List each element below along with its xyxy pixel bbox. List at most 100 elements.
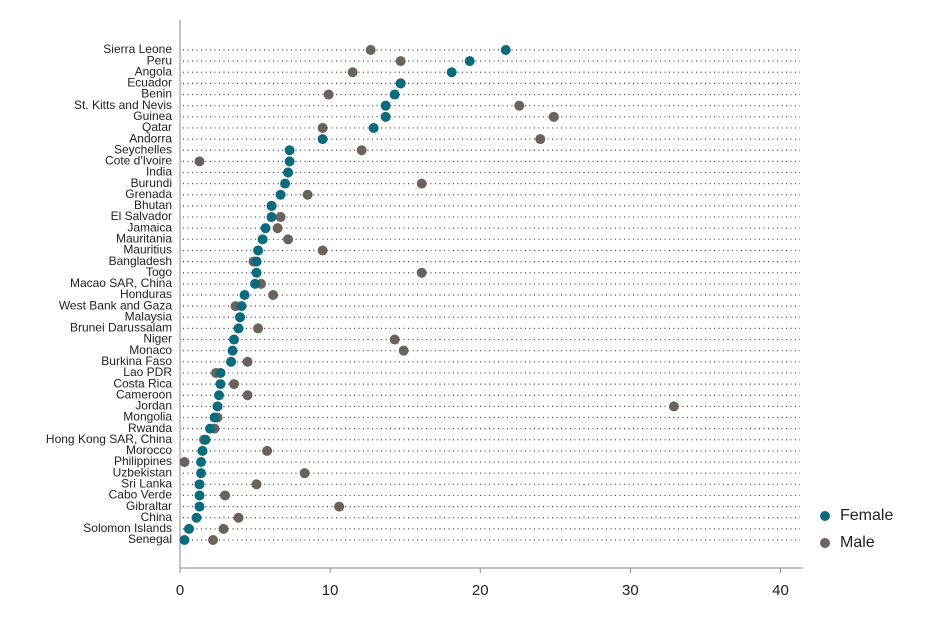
dot [209, 412, 220, 423]
y-tick-label: Seychelles [114, 142, 172, 156]
dot [239, 290, 250, 300]
y-tick-label: Hong Kong SAR, China [46, 432, 172, 446]
dot [500, 45, 511, 55]
y-tick-label: Gibraltar [126, 499, 172, 513]
dot [194, 501, 205, 512]
dot [184, 523, 195, 534]
dot [260, 223, 271, 234]
dot [233, 512, 244, 523]
dot [275, 189, 286, 200]
dot [347, 67, 358, 78]
y-tick-label: Qatar [142, 120, 172, 134]
dot [253, 245, 264, 256]
y-tick-label: Mongolia [123, 410, 172, 424]
dot [283, 167, 294, 178]
y-tick-label: Grenada [125, 187, 172, 201]
dot [235, 312, 246, 323]
dot [535, 134, 546, 145]
y-tick-label: Angola [135, 64, 173, 78]
dot [229, 334, 240, 345]
y-tick-label: Niger [143, 332, 172, 346]
dot [236, 301, 247, 312]
y-tick-label: Honduras [120, 287, 172, 301]
y-tick-label: Guinea [133, 109, 172, 123]
dot [218, 523, 229, 534]
x-tick-label: 40 [772, 582, 789, 599]
y-tick-label: India [146, 165, 172, 179]
dot [514, 100, 525, 111]
y-tick-label: Togo [146, 265, 172, 279]
dot [251, 256, 262, 267]
dot [416, 267, 427, 278]
y-tick-label: Peru [147, 53, 172, 67]
y-tick-label: Uzbekistan [113, 465, 172, 479]
dot [253, 323, 264, 334]
legend-label: Female [840, 507, 893, 524]
y-tick-label: Solomon Islands [83, 521, 172, 535]
dot [208, 535, 219, 545]
y-tick-label: Macao SAR, China [70, 276, 172, 290]
dot [227, 345, 238, 356]
dot [257, 234, 268, 245]
y-tick-label: Jordan [135, 399, 172, 413]
y-tick-label: Malaysia [125, 309, 173, 323]
dot [668, 401, 679, 412]
dot [262, 445, 273, 456]
dot [284, 145, 295, 156]
dot [389, 334, 400, 345]
dot [242, 356, 253, 367]
dot [242, 390, 253, 401]
y-tick-label: Bangladesh [109, 254, 172, 268]
y-tick-label: Cameroon [116, 387, 172, 401]
x-tick-label: 20 [472, 582, 489, 599]
dot [398, 345, 409, 356]
y-tick-label: Sierra Leone [103, 42, 172, 56]
y-tick-label: China [141, 510, 173, 524]
dot [334, 501, 345, 512]
dot [317, 134, 328, 145]
dot [272, 223, 283, 234]
y-tick-label: West Bank and Gaza [59, 298, 173, 312]
x-tick-label: 0 [176, 582, 184, 599]
dot [380, 111, 391, 122]
y-tick-label: Andorra [129, 131, 172, 145]
y-tick-label: Monaco [129, 343, 172, 357]
dot [200, 434, 211, 445]
dot [268, 290, 279, 300]
dot [179, 535, 190, 545]
dot [302, 189, 313, 200]
dot [266, 200, 277, 211]
dot [365, 45, 376, 55]
y-tick-label: Philippines [114, 454, 172, 468]
dot [194, 156, 205, 167]
y-tick-label: Senegal [128, 532, 172, 546]
y-tick-label: Benin [141, 87, 172, 101]
dot [250, 278, 261, 289]
dot [194, 490, 205, 501]
dot [196, 468, 207, 479]
y-tick-label: Brunei Darussalam [70, 321, 172, 335]
dot [284, 156, 295, 167]
dot [323, 89, 334, 100]
y-tick-label: Burundi [131, 176, 172, 190]
dot [266, 212, 277, 223]
dot [548, 111, 559, 122]
dot [191, 512, 202, 523]
dot [395, 56, 406, 67]
dot [220, 490, 231, 501]
legend-marker [820, 511, 830, 521]
x-tick-label: 30 [622, 582, 639, 599]
dot [205, 423, 216, 434]
dot [283, 234, 294, 245]
y-tick-label: Costa Rica [113, 376, 172, 390]
x-tick-label: 10 [322, 582, 339, 599]
dot [280, 178, 291, 189]
dot [194, 479, 205, 490]
dot [389, 89, 400, 100]
dot [368, 122, 379, 133]
dot [317, 245, 328, 256]
y-tick-label: El Salvador [111, 209, 172, 223]
y-tick-label: Mauritius [123, 243, 172, 257]
